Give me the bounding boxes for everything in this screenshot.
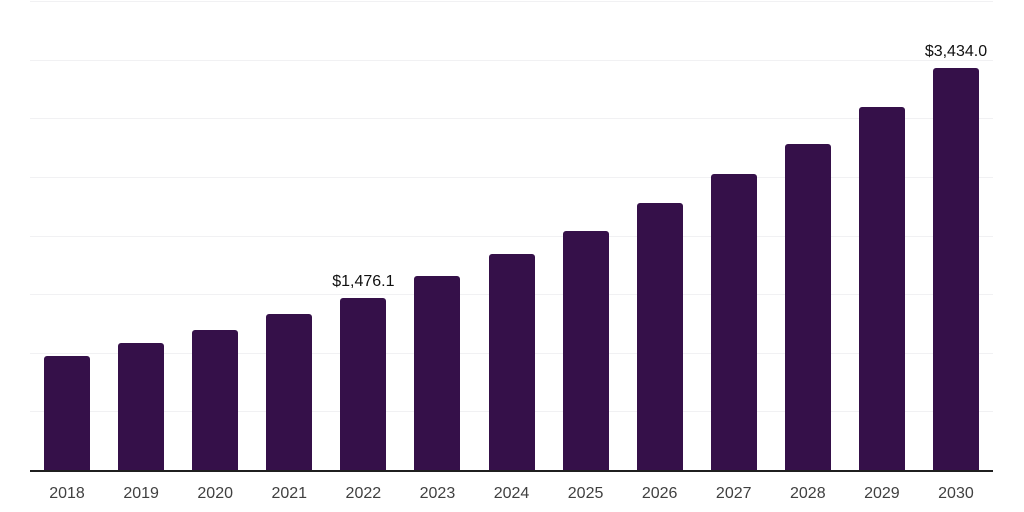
x-tick-2024: 2024 — [493, 485, 530, 502]
bar-2019 — [118, 342, 165, 471]
bar-2029 — [858, 107, 905, 471]
gridline-4000 — [30, 1, 993, 2]
gridline-3500 — [30, 59, 993, 61]
bar-2024 — [488, 254, 535, 471]
x-tick-2026: 2026 — [641, 485, 678, 502]
value-label-2030: $3,434.0 — [924, 43, 988, 61]
x-tick-2019: 2019 — [123, 485, 159, 502]
x-tick-2030: 2030 — [938, 485, 974, 502]
bar-2022 — [340, 297, 387, 471]
x-tick-2029: 2029 — [864, 485, 900, 502]
x-tick-2020: 2020 — [197, 485, 233, 502]
x-axis-labels: 2018 2019 2020 2021 2022 2023 2024 2025 2026 2027… — [30, 484, 993, 504]
x-axis-line — [30, 470, 993, 472]
gridline-2500 — [30, 176, 993, 178]
bar-2026 — [636, 202, 683, 471]
x-tick-2027: 2027 — [715, 485, 752, 502]
bar-2030 — [932, 68, 979, 471]
x-tick-2025: 2025 — [567, 485, 604, 502]
bar-2023 — [414, 276, 461, 471]
x-tick-2028: 2028 — [790, 485, 826, 502]
bar-2020 — [192, 329, 239, 471]
plot-area: $1,476.1 $3,434.0 — [30, 1, 993, 472]
x-tick-2018: 2018 — [49, 485, 85, 502]
bar-2021 — [266, 314, 313, 471]
bar-2028 — [784, 144, 831, 471]
x-tick-2022: 2022 — [345, 485, 382, 502]
bar-2025 — [562, 230, 609, 471]
x-tick-2023: 2023 — [419, 485, 456, 502]
bar-2018 — [44, 355, 91, 471]
gridline-3000 — [30, 118, 993, 120]
bar-2027 — [710, 173, 757, 471]
value-label-2022: $1,476.1 — [332, 272, 395, 290]
x-tick-2021: 2021 — [271, 485, 308, 502]
gridline-2000 — [30, 235, 993, 237]
